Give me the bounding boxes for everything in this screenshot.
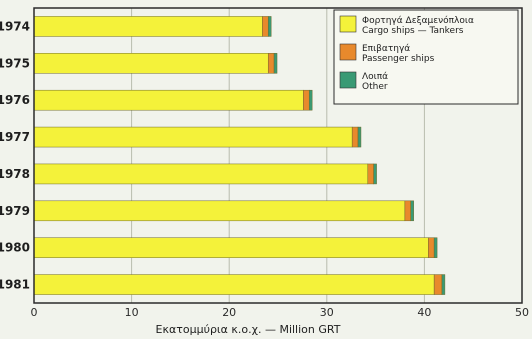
legend-label-english: Other bbox=[362, 82, 388, 92]
bar-segment-cargo-tankers bbox=[33, 237, 429, 258]
bar-segment-other bbox=[273, 53, 278, 74]
bar-segment-other bbox=[267, 16, 272, 37]
plot-frame bbox=[33, 7, 523, 304]
x-tick-label: 30 bbox=[320, 306, 334, 319]
bar-segment-passenger bbox=[262, 16, 269, 37]
bar-segment-cargo-tankers bbox=[33, 89, 304, 111]
year-label: 1974 bbox=[0, 19, 30, 33]
legend-swatch bbox=[339, 43, 357, 61]
bar-segment-other bbox=[410, 200, 414, 222]
bar-segment-other bbox=[433, 237, 438, 258]
year-label: 1976 bbox=[0, 93, 30, 107]
year-label: 1979 bbox=[0, 204, 30, 218]
bar-segment-cargo-tankers bbox=[33, 16, 263, 37]
year-label: 1975 bbox=[0, 56, 30, 70]
bar-segment-passenger bbox=[267, 53, 275, 74]
bar-segment-cargo-tankers bbox=[33, 200, 406, 222]
bar-segment-other bbox=[308, 89, 313, 111]
bar-segment-passenger bbox=[433, 274, 443, 295]
bar-segment-other bbox=[441, 274, 446, 295]
x-tick-label: 50 bbox=[515, 306, 529, 319]
bar-segment-cargo-tankers bbox=[33, 274, 435, 295]
legend-label-greek: Φορτηγά Δεξαμενόπλοια bbox=[362, 15, 474, 26]
legend-swatch bbox=[339, 15, 357, 33]
x-axis-title: Εκατομμύρια κ.ο.χ. — Million GRT bbox=[156, 323, 341, 336]
year-label: 1980 bbox=[0, 241, 30, 255]
bar-segment-passenger bbox=[303, 89, 310, 111]
legend-label-greek: Λοιπά bbox=[362, 72, 388, 82]
year-label: 1977 bbox=[0, 130, 30, 144]
x-tick-label: 0 bbox=[31, 306, 38, 319]
bar-segment-passenger bbox=[428, 237, 435, 258]
year-labels: 1974 1975 1976 1977 1978 1979 1980 1981 bbox=[0, 19, 30, 291]
bar-segment-other bbox=[357, 126, 362, 148]
bars-group bbox=[33, 16, 446, 295]
year-label: 1978 bbox=[0, 167, 30, 181]
x-tick-labels: 0 10 20 30 40 50 bbox=[31, 306, 530, 319]
x-tick-label: 10 bbox=[125, 306, 139, 319]
bar-segment-cargo-tankers bbox=[33, 126, 353, 148]
bar-segment-passenger bbox=[351, 126, 359, 148]
year-label: 1981 bbox=[0, 278, 30, 292]
legend-label-english: Cargo ships — Tankers bbox=[362, 26, 464, 36]
bar-segment-passenger bbox=[367, 163, 374, 185]
legend-label-english: Passenger ships bbox=[362, 54, 435, 64]
bar-segment-other bbox=[373, 163, 377, 185]
bar-segment-passenger bbox=[404, 200, 411, 222]
bar-segment-cargo-tankers bbox=[33, 53, 269, 74]
legend-label-greek: Επιβατηγά bbox=[362, 44, 410, 54]
legend-box bbox=[333, 9, 519, 105]
x-tick-label: 20 bbox=[222, 306, 236, 319]
legend-swatch bbox=[339, 71, 357, 89]
x-tick-label: 40 bbox=[417, 306, 431, 319]
bar-segment-cargo-tankers bbox=[33, 163, 369, 185]
